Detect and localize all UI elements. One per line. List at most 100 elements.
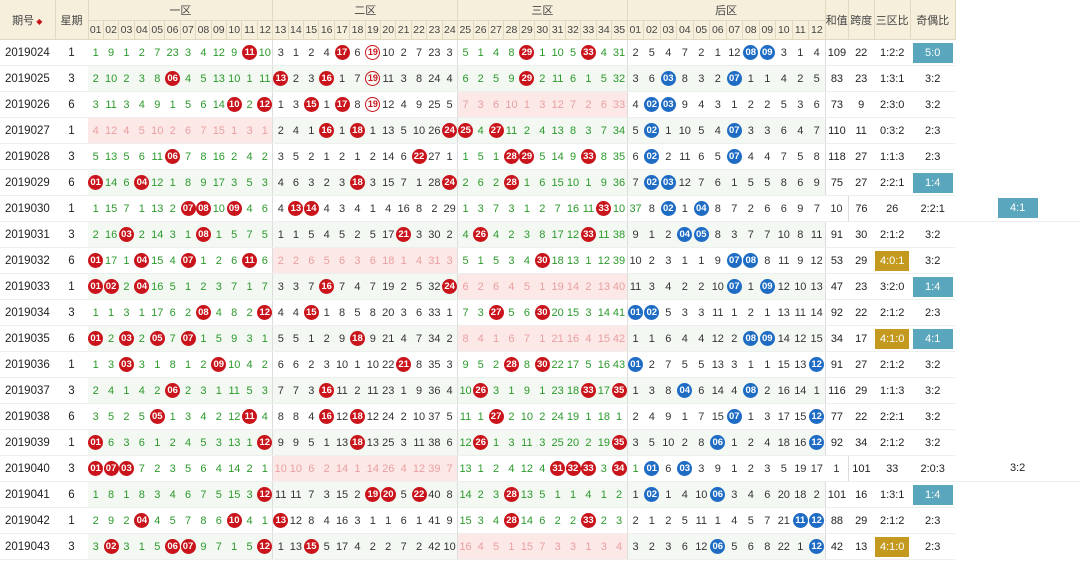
back-miss-cell: 1: [726, 299, 743, 326]
front-miss-cell: 2: [303, 143, 319, 170]
table-row[interactable]: 2019032 6 01 17 1 04 15 4 07 1 2 6 11 6 2 2 6 5 6 3 6 18 1 4 31 3…: [0, 247, 1080, 274]
back-miss-cell: 3: [726, 221, 743, 248]
table-row[interactable]: 2019031 3 2 16 03 2 14 3 1 08 1 5 7 5 1 1 5 4 5 2 5 17 21 3 30 2 4…: [0, 221, 1080, 248]
table-row[interactable]: 2019025 3 2 10 2 3 8 06 4 5 13 10 1 11 13 2 3 16 1 7 19 11 3 8 2…: [0, 65, 1080, 92]
front-miss-cell: 14: [226, 455, 242, 482]
front-miss-cell: 22: [549, 351, 566, 378]
table-row[interactable]: 2019043 3 3 02 3 1 5 06 07 9 7 1 5 12 1 13 15 5 17 4 2 2 7 2 42 1…: [0, 533, 1080, 560]
front-miss-cell: 19: [380, 273, 396, 300]
back-miss-cell: 4: [709, 117, 727, 144]
blue-ball-icon: 07: [726, 71, 742, 86]
front-miss-cell: 4: [473, 325, 489, 352]
table-row[interactable]: 2019029 6 01 14 6 04 12 1 8 9 17 3 5 3 4 6 3 2 3 18 3 15 7 1 28 2…: [0, 169, 1080, 196]
front-miss-cell: 17: [211, 169, 227, 196]
back-miss-cell: 4: [742, 481, 760, 508]
table-row[interactable]: 2019030 1 1 15 7 1 13 2 07 08 10 09 4 6 4 13 14 4 3 4 1 4 16 8 2…: [0, 195, 1080, 222]
front-miss-cell: 6: [457, 65, 474, 92]
table-row[interactable]: 2019028 3 5 13 5 6 11 06 7 8 16 2 4 2 3 5 2 1 2 1 2 14 6 22 27 1 1…: [0, 143, 1080, 170]
front-miss-cell: 1: [88, 39, 104, 66]
table-row[interactable]: 2019033 1 01 02 2 04 16 5 1 2 3 7 1 7 3 3 7 16 7 4 7 19 2 5 32 24…: [0, 273, 1080, 300]
front-miss-cell: 14: [457, 481, 474, 508]
front-draw-cell: 28: [503, 481, 520, 508]
front-miss-cell: 2: [488, 455, 504, 482]
front-draw-cell: 05: [149, 403, 165, 430]
front-miss-cell: 1: [457, 143, 474, 170]
front-draw-cell: 13: [272, 65, 289, 92]
front-miss-cell: 26: [426, 117, 443, 144]
red-ball-icon: 07: [180, 253, 196, 268]
front-miss-cell: 30: [426, 221, 443, 248]
front-number-header: 17: [334, 20, 351, 40]
front-miss-cell: 32: [611, 65, 628, 92]
table-row[interactable]: 2019041 6 1 8 1 8 3 4 6 7 5 15 3 12 11 11 7 3 15 2 19 20 5 22 40…: [0, 481, 1080, 508]
front-draw-cell: 25: [457, 117, 474, 144]
front-miss-cell: 1: [88, 481, 104, 508]
front-miss-cell: 3: [180, 39, 196, 66]
table-row[interactable]: 2019027 1 4 12 4 5 10 2 6 7 15 1 3 1 2 4 1 16 1 18 1 13 5 10 26 2…: [0, 117, 1080, 144]
odd-even-badge: 4:1: [997, 198, 1038, 219]
front-miss-cell: 4: [241, 195, 258, 222]
front-draw-cell: 12: [257, 91, 274, 118]
front-miss-cell: 21: [549, 325, 566, 352]
back-miss-cell: 15: [709, 403, 727, 430]
front-miss-cell: 4: [488, 39, 504, 66]
red-ball-icon: 24: [442, 123, 457, 138]
back-draw-cell: 11: [792, 507, 809, 534]
back-miss-cell: 1: [676, 195, 694, 222]
front-draw-cell: 18: [349, 169, 366, 196]
blue-ball-icon: 12: [809, 409, 825, 424]
table-row[interactable]: 2019035 6 01 2 03 2 05 7 07 1 5 9 3 1 5 5 1 2 9 18 9 21 4 7 34 2 8…: [0, 325, 1080, 352]
table-row[interactable]: 2019039 1 01 6 3 6 1 2 4 5 3 13 1 12 9 9 5 1 13 18 13 25 3 11 38…: [0, 429, 1080, 456]
red-ball-icon: 18: [349, 409, 365, 424]
front-miss-cell: 11: [580, 195, 597, 222]
blue-ball-icon: 09: [759, 331, 775, 346]
front-number-header: 34: [596, 20, 613, 40]
front-miss-cell: 1: [519, 195, 535, 222]
blue-ball-icon: 07: [726, 253, 742, 268]
front-miss-cell: 5: [180, 455, 196, 482]
front-miss-cell: 7: [349, 65, 366, 92]
front-miss-cell: 6: [534, 507, 550, 534]
span-cell: 22: [848, 39, 875, 66]
table-row[interactable]: 2019038 6 3 5 2 5 05 1 3 4 2 12 11 4 8 8 4 16 12 18 12 24 2 10 3…: [0, 403, 1080, 430]
sort-icon[interactable]: ◆: [34, 16, 43, 26]
red-ball-icon: 03: [118, 331, 134, 346]
front-miss-cell: 3: [473, 299, 489, 326]
red-ball-icon: 01: [88, 175, 104, 190]
front-miss-cell: 2: [442, 325, 459, 352]
front-miss-cell: 2: [488, 169, 504, 196]
front-miss-cell: 1: [88, 299, 104, 326]
front-miss-cell: 1: [365, 117, 381, 144]
back-miss-cell: 1: [643, 221, 661, 248]
front-miss-cell: 4: [164, 247, 181, 274]
front-draw-cell: 12: [257, 481, 274, 508]
back-miss-cell: 7: [808, 117, 826, 144]
back-draw-cell: 12: [808, 533, 826, 560]
table-row[interactable]: 2019024 1 1 9 1 2 7 23 3 4 12 9 11 10 3 1 2 4 17 6 19 10 2 7 23 3…: [0, 39, 1080, 66]
front-miss-cell: 13: [549, 117, 566, 144]
front-miss-cell: 3: [580, 299, 597, 326]
table-row[interactable]: 2019040 3 01 07 03 7 2 3 5 6 4 14 2 1 10 10 6 2 14 1 14 26 4 12…: [0, 455, 1080, 482]
back-miss-cell: 3: [676, 299, 694, 326]
red-ball-icon: 03: [118, 227, 134, 242]
front-miss-cell: 3: [180, 403, 196, 430]
table-row[interactable]: 2019036 1 1 3 03 3 1 8 1 2 09 10 4 2 6 6 2 3 10 1 10 22 21 8 35 3…: [0, 351, 1080, 378]
table-row[interactable]: 2019037 3 2 4 1 4 2 06 2 3 1 11 5 3 7 7 3 16 11 2 11 23 1 9 36 4 1…: [0, 377, 1080, 404]
back-draw-cell: 06: [709, 429, 727, 456]
red-ball-icon: 17: [334, 97, 350, 112]
back-miss-cell: 8: [709, 221, 727, 248]
back-miss-cell: 7: [726, 195, 743, 222]
back-number-header: 04: [676, 20, 694, 40]
front-miss-cell: 7: [411, 39, 427, 66]
table-row[interactable]: 2019034 3 1 1 3 1 17 6 2 08 4 8 2 12 4 4 15 1 8 5 8 20 3 6 33 1 7 3…: [0, 299, 1080, 326]
header-period[interactable]: 期号 ◆: [0, 0, 56, 40]
back-miss-cell: 15: [792, 403, 809, 430]
front-miss-cell: 9: [288, 429, 304, 456]
front-miss-cell: 2: [334, 143, 350, 170]
back-miss-cell: 4: [660, 39, 677, 66]
back-miss-cell: 8: [759, 247, 776, 274]
front-draw-cell: 18: [349, 117, 366, 144]
table-row[interactable]: 2019042 1 2 9 2 04 4 5 7 8 6 10 4 1 13 12 8 4 16 3 1 1 6 1 41 9 15…: [0, 507, 1080, 534]
table-row[interactable]: 2019026 6 3 11 3 4 9 1 5 6 14 10 2 12 1 3 15 1 17 8 19 12 4 9 25…: [0, 91, 1080, 118]
front-miss-cell: 1: [241, 273, 258, 300]
